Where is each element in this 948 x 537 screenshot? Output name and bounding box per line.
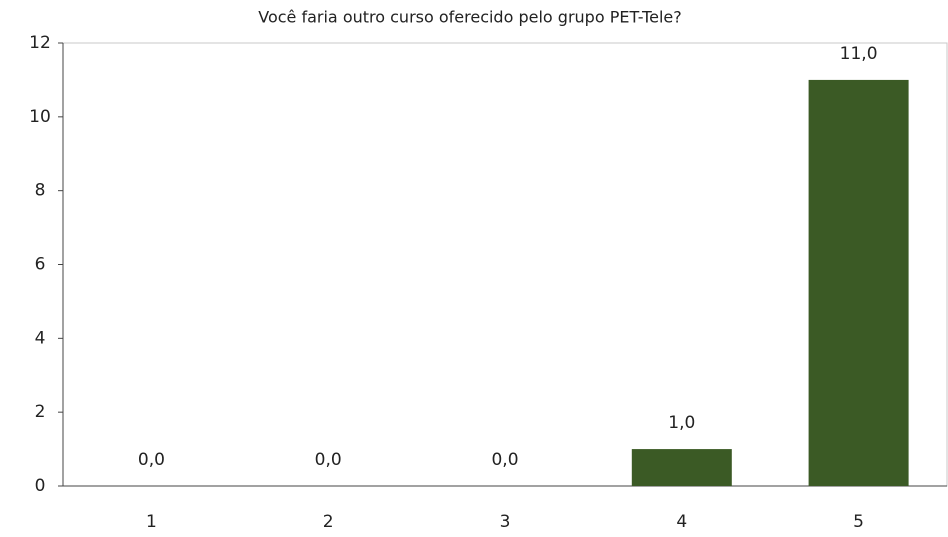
- y-tick-label: 8: [35, 181, 46, 201]
- x-tick-label: 2: [323, 512, 334, 532]
- y-tick-label: 6: [35, 255, 46, 275]
- x-tick-label: 1: [146, 512, 157, 532]
- bar: [808, 79, 909, 487]
- chart-title: Você faria outro curso oferecido pelo gr…: [258, 8, 681, 27]
- y-tick-label: 12: [29, 33, 51, 53]
- y-tick-label: 10: [29, 107, 51, 127]
- x-tick-label: 4: [676, 512, 687, 532]
- x-tick-label: 3: [500, 512, 511, 532]
- x-tick-label: 5: [853, 512, 864, 532]
- data-label: 11,0: [840, 44, 878, 64]
- data-label: 0,0: [138, 450, 165, 470]
- y-tick-label: 4: [35, 328, 46, 348]
- data-label: 1,0: [668, 413, 695, 433]
- bar: [631, 449, 732, 486]
- y-tick-label: 2: [35, 402, 46, 422]
- data-label: 0,0: [491, 450, 518, 470]
- y-tick-label: 0: [35, 476, 46, 496]
- data-label: 0,0: [315, 450, 342, 470]
